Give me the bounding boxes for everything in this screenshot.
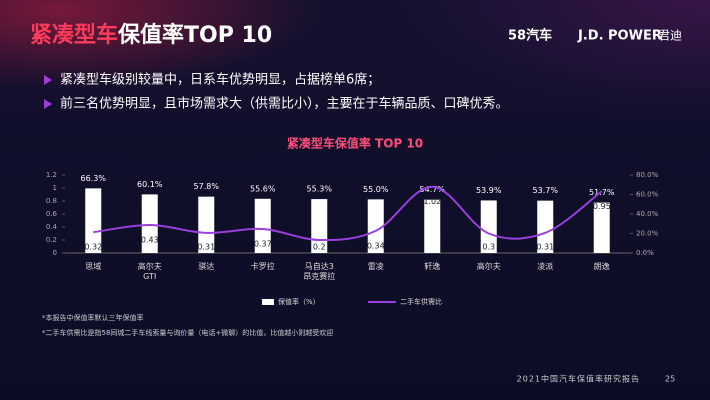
legend-swatch xyxy=(262,299,274,305)
x-tick-label: 雷凌 xyxy=(368,261,384,271)
bar xyxy=(254,198,271,253)
logo-jdp: J.D. POWER xyxy=(577,29,662,44)
x-tick-label: 卡罗拉 xyxy=(251,261,275,271)
legend-label: 保值率（%） xyxy=(278,297,320,306)
y2-tick-label: 60.0% xyxy=(636,191,659,199)
title-highlight: 紧凑型车 xyxy=(30,22,118,48)
bullet: 紧凑型车级别较量中，日系车优势明显，占据榜单6席； xyxy=(60,72,380,88)
y2-tick-label: 80.0% xyxy=(636,171,659,179)
bar-value-label: 57.8% xyxy=(194,182,220,191)
y2-tick-label: 20.0% xyxy=(636,230,659,238)
bar-value-label: 60.1% xyxy=(137,180,163,189)
bar-value-label: 53.7% xyxy=(533,186,559,195)
y-tick-label: 0.2 xyxy=(46,236,57,244)
line-value-label: 0.32 xyxy=(84,243,102,252)
note: *本报告中保值率默认三年保值率 xyxy=(42,313,144,322)
bullet: 前三名优势明显，且市场需求大（供需比小），主要在于车辆品质、口碑优秀。 xyxy=(60,96,509,112)
bar-value-label: 53.9% xyxy=(476,186,502,195)
logo-cn: 君迪 xyxy=(658,29,682,43)
y2-tick-label: 0.0% xyxy=(636,249,654,257)
y-tick-label: 1 xyxy=(53,184,57,192)
title-rest: 保值率TOP 10 xyxy=(117,22,272,48)
line-value-label: 1.02 xyxy=(423,197,441,206)
bar-value-label: 55.3% xyxy=(307,185,333,194)
x-tick-label: 凌派 xyxy=(537,261,553,271)
x-tick-label: 高尔夫 GTI xyxy=(138,261,162,281)
x-tick-label: 骐达 xyxy=(198,261,214,271)
line-value-label: 0.31 xyxy=(536,243,554,252)
bar xyxy=(537,200,554,253)
x-tick-label: 轩逸 xyxy=(424,261,440,271)
bar xyxy=(424,199,441,253)
bar-value-label: 55.6% xyxy=(250,184,276,193)
bullet-icon xyxy=(44,99,52,109)
title: 紧凑型车保值率TOP 10 xyxy=(30,22,272,48)
bullet-icon xyxy=(44,75,52,85)
chart-title: 紧凑型车保值率 TOP 10 xyxy=(287,136,423,151)
line-value-label: 0.3 xyxy=(482,243,495,252)
bar-value-label: 55.0% xyxy=(363,185,389,194)
bar-value-label: 51.7% xyxy=(589,188,615,197)
y-tick-label: 1.2 xyxy=(46,171,57,179)
y2-tick-label: 40.0% xyxy=(636,210,659,218)
x-tick-label: 高尔夫 xyxy=(477,261,501,271)
line-value-label: 0.37 xyxy=(254,239,272,248)
bar-value-label: 54.7% xyxy=(420,185,446,194)
bar-value-label: 66.3% xyxy=(81,174,107,183)
x-tick-label: 马自达3 昂克赛拉 xyxy=(303,261,335,281)
footer-report: 2021中国汽车保值率研究报告 xyxy=(517,374,640,384)
bar xyxy=(480,200,497,253)
line-value-label: 0.95 xyxy=(593,202,611,211)
x-tick-label: 朗逸 xyxy=(594,261,610,271)
x-tick-label: 思域 xyxy=(85,261,101,271)
note: *二手车供需比是指58同城二手车线索量与询价量（电话+微聊）的比值，比值越小则越… xyxy=(42,328,333,337)
legend-label: 二手车供需比 xyxy=(400,297,442,306)
bar xyxy=(141,194,158,253)
y-tick-label: 0.4 xyxy=(46,223,58,231)
y-tick-label: 0 xyxy=(53,249,57,257)
y-tick-label: 0.8 xyxy=(46,197,57,205)
line xyxy=(93,185,603,242)
bar xyxy=(198,196,215,253)
bar xyxy=(85,188,102,253)
bar xyxy=(367,199,384,253)
line-value-label: 0.2 xyxy=(313,243,326,252)
line-value-label: 0.34 xyxy=(367,241,385,250)
y-tick-label: 0.6 xyxy=(46,210,58,218)
page-number: 25 xyxy=(665,375,675,384)
line-value-label: 0.43 xyxy=(141,236,159,245)
bar xyxy=(593,202,610,253)
line-value-label: 0.31 xyxy=(197,243,215,252)
logo-58: 58汽车 xyxy=(508,28,552,44)
